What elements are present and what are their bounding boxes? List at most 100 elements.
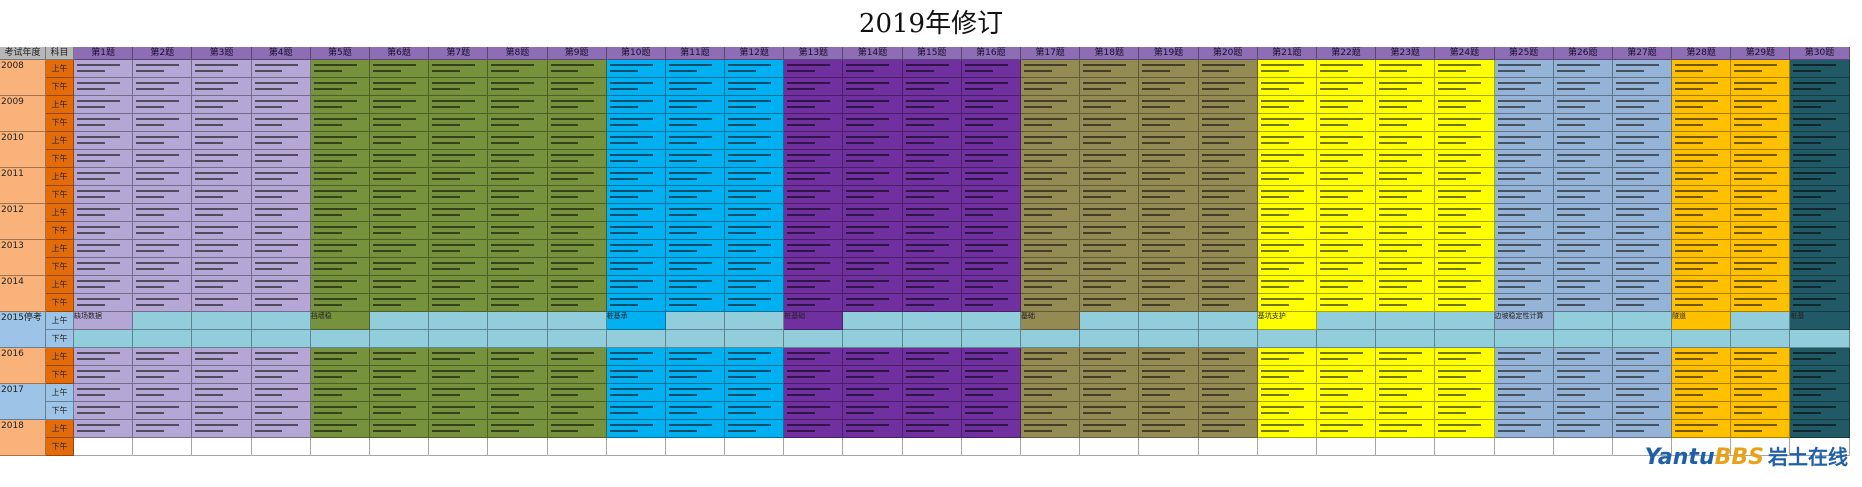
- question-cell[interactable]: [843, 96, 903, 114]
- question-cell[interactable]: [1435, 420, 1495, 438]
- question-cell[interactable]: [961, 258, 1021, 276]
- question-cell[interactable]: [1316, 276, 1377, 294]
- question-cell[interactable]: [1612, 186, 1673, 204]
- question-header-15[interactable]: 第15题: [902, 47, 962, 60]
- question-cell[interactable]: [429, 60, 489, 78]
- question-cell[interactable]: [725, 438, 785, 456]
- question-cell[interactable]: [1198, 438, 1258, 456]
- question-cell[interactable]: [133, 78, 193, 96]
- question-cell[interactable]: [1731, 204, 1791, 222]
- question-cell[interactable]: [547, 150, 607, 168]
- question-cell[interactable]: [1198, 294, 1258, 312]
- question-cell[interactable]: [725, 96, 785, 114]
- question-cell[interactable]: [1553, 168, 1613, 186]
- question-cell[interactable]: [1257, 222, 1317, 240]
- question-cell[interactable]: [784, 384, 844, 402]
- question-cell[interactable]: [1198, 204, 1258, 222]
- question-cell[interactable]: [843, 222, 903, 240]
- question-cell[interactable]: [1198, 276, 1258, 294]
- question-cell[interactable]: [665, 114, 726, 132]
- question-cell[interactable]: [843, 402, 903, 420]
- question-cell[interactable]: [488, 168, 548, 186]
- question-cell[interactable]: [310, 204, 370, 222]
- question-cell[interactable]: [902, 276, 962, 294]
- question-cell[interactable]: [1257, 348, 1317, 366]
- question-cell[interactable]: [606, 204, 666, 222]
- question-cell[interactable]: [133, 168, 193, 186]
- question-cell[interactable]: [429, 222, 489, 240]
- question-header-2[interactable]: 第2题: [133, 47, 193, 60]
- question-cell[interactable]: [192, 366, 252, 384]
- question-cell[interactable]: [1553, 96, 1613, 114]
- question-cell[interactable]: [1672, 438, 1732, 456]
- question-cell[interactable]: [310, 60, 370, 78]
- question-cell[interactable]: [74, 132, 134, 150]
- year-cell[interactable]: 2010: [0, 132, 46, 168]
- question-cell[interactable]: [1731, 96, 1791, 114]
- question-header-1[interactable]: 第1题: [74, 47, 134, 60]
- question-cell[interactable]: [1435, 276, 1495, 294]
- question-cell[interactable]: [1021, 276, 1081, 294]
- question-cell[interactable]: [1198, 132, 1258, 150]
- question-cell[interactable]: [1376, 222, 1436, 240]
- question-cell[interactable]: [1494, 258, 1554, 276]
- question-cell[interactable]: [784, 240, 844, 258]
- question-cell[interactable]: [1139, 78, 1199, 96]
- question-cell[interactable]: [133, 438, 193, 456]
- question-cell[interactable]: [192, 60, 252, 78]
- question-cell[interactable]: [1790, 60, 1850, 78]
- question-cell[interactable]: [547, 240, 607, 258]
- question-cell[interactable]: [488, 366, 548, 384]
- question-cell[interactable]: [1731, 132, 1791, 150]
- question-cell[interactable]: [961, 186, 1021, 204]
- session-cell[interactable]: 下午: [46, 114, 74, 132]
- question-cell[interactable]: [1021, 258, 1081, 276]
- question-cell[interactable]: [310, 348, 370, 366]
- question-cell[interactable]: [251, 132, 311, 150]
- question-cell[interactable]: [1139, 276, 1199, 294]
- question-cell[interactable]: [606, 96, 666, 114]
- question-cell[interactable]: [488, 402, 548, 420]
- question-cell[interactable]: [1198, 366, 1258, 384]
- session-cell[interactable]: 上午: [46, 312, 74, 330]
- question-cell[interactable]: [784, 366, 844, 384]
- question-cell[interactable]: [1139, 114, 1199, 132]
- question-cell[interactable]: [606, 222, 666, 240]
- question-cell[interactable]: [1672, 384, 1732, 402]
- question-cell[interactable]: [843, 384, 903, 402]
- question-cell[interactable]: [1790, 420, 1850, 438]
- question-cell[interactable]: [1553, 348, 1613, 366]
- question-cell[interactable]: [1316, 186, 1377, 204]
- question-cell[interactable]: [1376, 312, 1436, 330]
- question-cell[interactable]: [725, 240, 785, 258]
- question-cell[interactable]: [902, 330, 962, 348]
- question-cell[interactable]: [1080, 240, 1140, 258]
- question-cell[interactable]: [1494, 60, 1554, 78]
- question-cell[interactable]: [725, 168, 785, 186]
- question-cell[interactable]: [784, 60, 844, 78]
- session-cell[interactable]: 上午: [46, 384, 74, 402]
- question-cell[interactable]: [251, 348, 311, 366]
- question-cell[interactable]: [1731, 114, 1791, 132]
- question-cell[interactable]: [1494, 438, 1554, 456]
- question-cell[interactable]: [133, 384, 193, 402]
- question-cell[interactable]: [488, 330, 548, 348]
- question-cell[interactable]: [1790, 132, 1850, 150]
- question-cell[interactable]: [1198, 384, 1258, 402]
- question-cell[interactable]: [1553, 366, 1613, 384]
- question-cell[interactable]: [1612, 132, 1673, 150]
- question-cell[interactable]: [1672, 78, 1732, 96]
- question-cell[interactable]: [843, 276, 903, 294]
- question-cell[interactable]: [784, 150, 844, 168]
- question-cell[interactable]: [251, 402, 311, 420]
- question-cell[interactable]: [369, 348, 430, 366]
- question-cell[interactable]: [1612, 312, 1673, 330]
- question-cell[interactable]: [488, 60, 548, 78]
- question-cell[interactable]: [1790, 402, 1850, 420]
- question-cell[interactable]: [310, 186, 370, 204]
- question-cell[interactable]: [369, 186, 430, 204]
- question-cell[interactable]: [1672, 366, 1732, 384]
- question-cell[interactable]: 缺场数据: [74, 312, 134, 330]
- question-cell[interactable]: [961, 276, 1021, 294]
- question-cell[interactable]: [665, 186, 726, 204]
